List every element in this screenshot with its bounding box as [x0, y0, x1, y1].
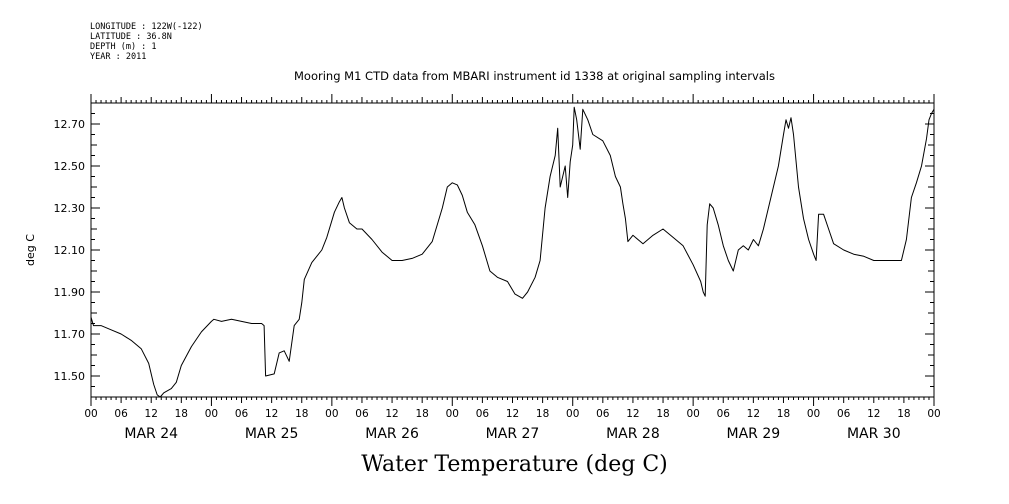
x-day-label: MAR 26 — [365, 426, 419, 442]
x-hour-label: 12 — [265, 408, 278, 420]
x-hour-label: 00 — [686, 408, 699, 420]
y-tick-label: 12.10 — [54, 244, 86, 257]
x-hour-label: 12 — [385, 408, 398, 420]
metadata-line: YEAR : 2011 — [90, 52, 147, 62]
y-tick-label: 12.50 — [54, 160, 86, 173]
metadata-line: LONGITUDE : 122W(-122) — [90, 22, 203, 32]
plot-frame — [90, 102, 935, 398]
temperature-line — [90, 106, 935, 398]
x-axis: 00 06 12 18 00 06 12 18 00 06 12 18 00 06 12 18 00 06 12 18… — [84, 94, 941, 442]
y-tick-label: 11.90 — [54, 286, 86, 299]
x-hour-label: 00 — [566, 408, 579, 420]
y-tick-label: 12.30 — [54, 202, 86, 215]
x-hour-label: 06 — [476, 408, 490, 420]
x-hour-label: 06 — [837, 408, 851, 420]
x-hour-label: 00 — [807, 408, 820, 420]
x-day-label: MAR 25 — [245, 426, 299, 442]
x-hour-label: 12 — [145, 408, 158, 420]
x-day-label: MAR 28 — [606, 426, 660, 442]
x-day-label: MAR 30 — [847, 426, 901, 442]
x-hour-label: 06 — [717, 408, 731, 420]
x-hour-label: 00 — [205, 408, 218, 420]
plot-border — [90, 102, 935, 398]
metadata-label: LATITUDE — [90, 32, 131, 42]
x-hour-label: 18 — [175, 408, 188, 420]
metadata-block: LONGITUDE : 122W(-122) LATITUDE : 36.8N DE… — [90, 22, 203, 62]
metadata-value: 122W(-122) — [151, 22, 203, 32]
x-hour-label: 18 — [897, 408, 910, 420]
metadata-label: DEPTH (m) — [90, 42, 137, 52]
x-hour-label: 18 — [656, 408, 669, 420]
x-hour-label: 12 — [626, 408, 639, 420]
metadata-label: LONGITUDE — [90, 22, 137, 32]
y-tick-label: 11.50 — [54, 370, 86, 383]
x-hour-label: 00 — [927, 408, 940, 420]
chart-title: Mooring M1 CTD data from MBARI instrumen… — [294, 69, 775, 83]
x-day-label: MAR 29 — [727, 426, 781, 442]
x-hour-label: 12 — [747, 408, 760, 420]
metadata-value: 36.8N — [146, 32, 172, 42]
metadata-line: LATITUDE : 36.8N — [90, 32, 172, 42]
x-day-label: MAR 24 — [124, 426, 178, 442]
x-hour-label: 12 — [867, 408, 880, 420]
x-hour-label: 12 — [506, 408, 519, 420]
series-group — [90, 106, 935, 398]
y-tick-label: 11.70 — [54, 328, 86, 341]
x-hour-label: 06 — [355, 408, 369, 420]
x-hour-label: 06 — [114, 408, 128, 420]
x-hour-label: 00 — [84, 408, 97, 420]
x-axis-label: Water Temperature (deg C) — [361, 452, 668, 477]
x-hour-label: 18 — [536, 408, 549, 420]
y-tick-label: 12.70 — [54, 118, 86, 131]
x-hour-label: 06 — [596, 408, 610, 420]
metadata-label: YEAR — [90, 52, 111, 62]
x-hour-label: 18 — [415, 408, 428, 420]
x-hour-label: 00 — [325, 408, 338, 420]
y-axis-label: deg C — [24, 234, 37, 266]
x-day-label: MAR 27 — [486, 426, 540, 442]
x-hour-label: 18 — [777, 408, 790, 420]
y-axis: 11.50 11.70 11.90 12.10 12.30 12.50 12.70 deg C — [24, 102, 934, 398]
metadata-value: 2011 — [125, 52, 147, 62]
x-hour-label: 18 — [295, 408, 308, 420]
x-hour-label: 00 — [446, 408, 459, 420]
x-hour-label: 06 — [235, 408, 249, 420]
metadata-line: DEPTH (m) : 1 — [90, 42, 157, 52]
metadata-value: 1 — [151, 42, 157, 52]
